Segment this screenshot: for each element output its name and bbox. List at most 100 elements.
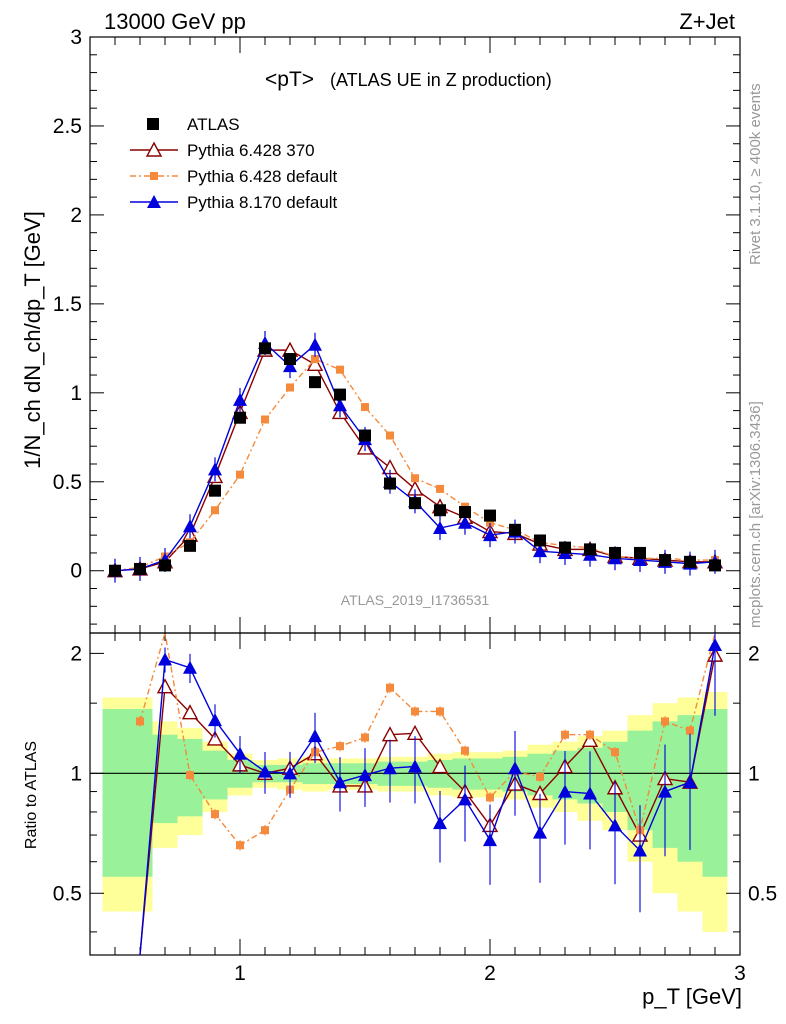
data-point (384, 477, 396, 490)
band-green (702, 709, 728, 877)
data-point (709, 559, 721, 572)
ratio-point (411, 707, 419, 716)
ratio-point (561, 730, 569, 739)
data-point (311, 355, 319, 364)
y-tick-label: 1.5 (53, 293, 82, 316)
header-left: 13000 GeV pp (104, 9, 246, 34)
data-point (409, 497, 421, 510)
data-point (259, 342, 271, 355)
data-point (486, 518, 494, 527)
rivet-label: Rivet 3.1.10, ≥ 400k events (747, 83, 764, 265)
ratio-point (431, 758, 449, 774)
data-point (261, 415, 269, 424)
ratio-point (156, 678, 174, 694)
top-axes: 0 0.5 1 1.5 2 2.5 3 (53, 26, 741, 633)
ratio-point (336, 742, 344, 751)
data-point (334, 388, 346, 401)
ratio-point (486, 793, 494, 802)
ratio-point (536, 772, 544, 781)
x-tick-label: 3 (734, 962, 746, 985)
ratio-point (533, 825, 547, 839)
plot-title-sub: (ATLAS UE in Z production) (330, 70, 552, 90)
x-axis-label: p_T [GeV] (642, 984, 742, 1009)
data-point (436, 484, 444, 493)
data-point (484, 509, 496, 522)
legend-marker-p8 (147, 195, 161, 208)
ratio-y-tick-label: 2 (70, 642, 82, 665)
data-point (386, 431, 394, 440)
ratio-point (333, 775, 347, 789)
data-point (208, 462, 222, 476)
ratio-point (158, 652, 172, 666)
ratio-series (136, 632, 724, 956)
legend-marker-p6-default (150, 172, 158, 180)
data-point (211, 506, 219, 515)
y-tick-label: 1 (70, 382, 82, 405)
data-point (634, 546, 646, 559)
data-point (284, 353, 296, 366)
legend: ATLAS Pythia 6.428 370 Pythia 6.428 defa… (130, 115, 338, 212)
x-tick-label: 2 (484, 962, 496, 985)
data-point (434, 504, 446, 517)
ratio-series-line (139, 654, 716, 956)
ratio-point (461, 746, 469, 755)
data-point (483, 528, 497, 542)
data-point (336, 365, 344, 374)
ratio-point (483, 833, 497, 847)
data-point (684, 555, 696, 568)
data-point (134, 562, 146, 575)
ratio-point (583, 786, 597, 800)
legend-label-p6-370: Pythia 6.428 370 (187, 141, 315, 160)
legend-label-p8: Pythia 8.170 default (187, 193, 338, 212)
ratio-point (708, 637, 722, 651)
ratio-point (686, 726, 694, 735)
ratio-point (181, 704, 199, 720)
ratio-point (208, 713, 222, 727)
series-line (114, 358, 715, 572)
y-tick-label: 2.5 (53, 115, 82, 138)
data-point (584, 543, 596, 556)
ratio-point (408, 759, 422, 773)
data-point (433, 521, 447, 535)
ratio-point (508, 761, 522, 775)
series-line (114, 349, 715, 572)
ratio-y-tick-label-right: 1 (748, 762, 760, 785)
ratio-point (633, 843, 647, 857)
ratio-point (136, 717, 144, 726)
data-point (359, 429, 371, 442)
ratio-point (433, 816, 447, 830)
ratio-point (586, 730, 594, 739)
data-point (333, 398, 347, 412)
ratio-point (206, 730, 224, 746)
data-point (236, 470, 244, 479)
ratio-y-tick-label: 0.5 (53, 882, 82, 905)
data-point (633, 553, 647, 567)
data-point (234, 411, 246, 424)
data-point (459, 506, 471, 519)
x-tick-label: 1 (234, 962, 246, 985)
ratio-y-tick-label: 1 (70, 762, 82, 785)
ratio-point (436, 707, 444, 716)
data-point (534, 534, 546, 547)
ratio-point (361, 733, 369, 742)
data-point (308, 337, 322, 351)
band-green (202, 750, 228, 800)
data-point (559, 541, 571, 554)
data-point (286, 383, 294, 392)
ratio-point (233, 746, 247, 760)
legend-marker-atlas (147, 118, 159, 130)
ratio-point (283, 766, 297, 780)
band-green (102, 709, 128, 877)
legend-label-atlas: ATLAS (187, 115, 240, 134)
mcplots-label: mcplots.cern.ch [arXiv:1306.3436] (747, 401, 764, 628)
ratio-point (261, 826, 269, 835)
y-tick-label: 2 (70, 204, 82, 227)
data-point (159, 559, 171, 572)
ratio-y-tick-label-right: 2 (748, 642, 760, 665)
ratio-point (608, 818, 622, 832)
data-point (659, 554, 671, 567)
ratio-point (458, 792, 472, 806)
top-ylabel: 1/N_ch dN_ch/dp_T [GeV] (20, 211, 45, 469)
data-point (183, 519, 197, 533)
